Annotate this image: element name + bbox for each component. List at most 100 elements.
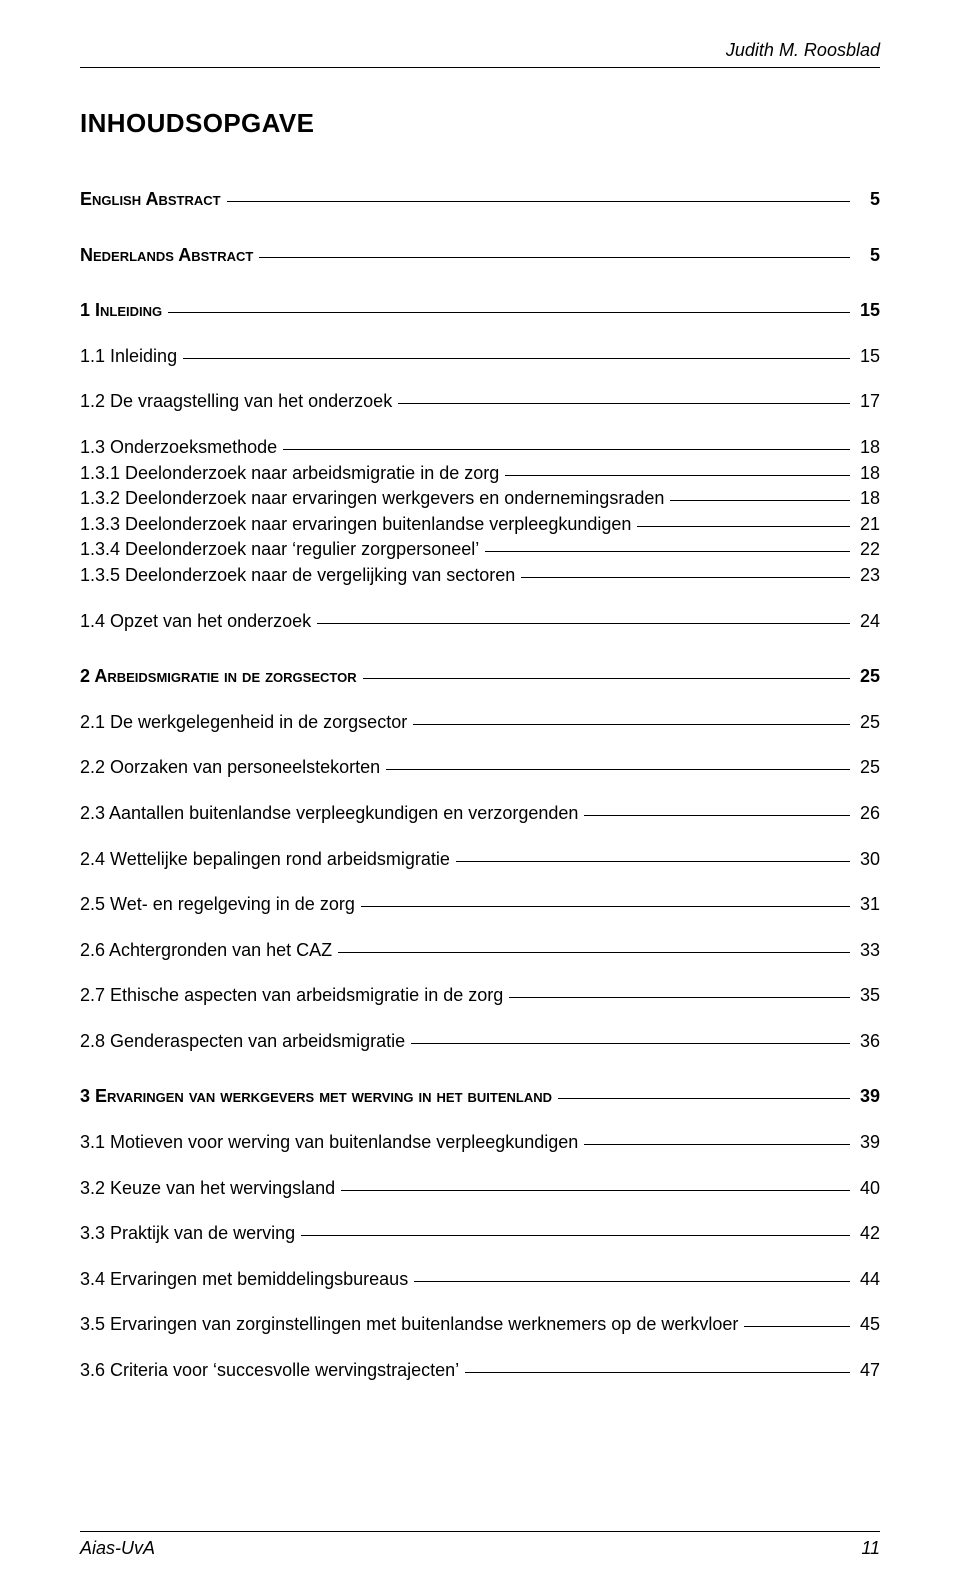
toc-label: 2.2 Oorzaken van personeelstekorten [80,757,380,779]
toc-leader [386,769,850,770]
toc-label: 1.3.1 Deelonderzoek naar arbeidsmigratie… [80,463,499,485]
toc-label: 2.1 De werkgelegenheid in de zorgsector [80,712,407,734]
toc-leader [183,358,850,359]
toc-row: 3.2 Keuze van het wervingsland40 [80,1178,880,1200]
toc-label: English Abstract [80,189,221,211]
toc-row: 1 Inleiding 15 [80,300,880,322]
toc-leader [744,1326,850,1327]
toc-leader [259,257,850,258]
toc-leader [505,475,850,476]
toc-row: 2.1 De werkgelegenheid in de zorgsector2… [80,712,880,734]
toc-label: 1.3.3 Deelonderzoek naar ervaringen buit… [80,514,631,536]
toc-label: 1.4 Opzet van het onderzoek [80,611,311,633]
toc-page-number: 36 [856,1031,880,1053]
toc-row: 1.3.4 Deelonderzoek naar ‘regulier zorgp… [80,539,880,561]
toc-page-number: 25 [856,666,880,688]
toc-row: 2 Arbeidsmigratie in de zorgsector 25 [80,666,880,688]
toc-leader [465,1372,850,1373]
toc-row: 1.1 Inleiding15 [80,346,880,368]
toc-row: 1.3.3 Deelonderzoek naar ervaringen buit… [80,514,880,536]
toc-page-number: 31 [856,894,880,916]
toc-row: 3.1 Motieven voor werving van buitenland… [80,1132,880,1154]
toc-leader [670,500,850,501]
toc-label: 2 Arbeidsmigratie in de zorgsector [80,666,357,688]
toc-label: 2.6 Achtergronden van het CAZ [80,940,332,962]
toc-leader [361,906,850,907]
toc-label: 2.7 Ethische aspecten van arbeidsmigrati… [80,985,503,1007]
toc-row: 2.7 Ethische aspecten van arbeidsmigrati… [80,985,880,1007]
toc-page-number: 26 [856,803,880,825]
toc-row: 1.3.5 Deelonderzoek naar de vergelijking… [80,565,880,587]
toc-label: 3.3 Praktijk van de werving [80,1223,295,1245]
footer-rule [80,1531,880,1532]
toc-page-number: 39 [856,1132,880,1154]
toc-page-number: 22 [856,539,880,561]
toc-row: 1.4 Opzet van het onderzoek 24 [80,611,880,633]
toc-leader [485,551,850,552]
toc-row: 2.3 Aantallen buitenlandse verpleegkundi… [80,803,880,825]
toc-label: Nederlands Abstract [80,245,253,267]
toc-page-number: 17 [856,391,880,413]
toc-page-number: 40 [856,1178,880,1200]
toc-leader [168,312,850,313]
toc-row: 2.2 Oorzaken van personeelstekorten 25 [80,757,880,779]
toc-leader [584,1144,850,1145]
toc-page-number: 23 [856,565,880,587]
toc-row: 1.3.1 Deelonderzoek naar arbeidsmigratie… [80,463,880,485]
toc-page-number: 18 [856,488,880,510]
toc-label: 2.3 Aantallen buitenlandse verpleegkundi… [80,803,578,825]
page-title: INHOUDSOPGAVE [80,108,880,139]
toc-label: 2.4 Wettelijke bepalingen rond arbeidsmi… [80,849,450,871]
toc-label: 2.8 Genderaspecten van arbeidsmigratie [80,1031,405,1053]
toc-label: 3.6 Criteria voor ‘succesvolle wervingst… [80,1360,459,1382]
toc-page-number: 39 [856,1086,880,1108]
toc-row: English Abstract 5 [80,189,880,211]
page-footer: Aias-UvA 11 [80,1531,880,1559]
toc-row: 2.8 Genderaspecten van arbeidsmigratie 36 [80,1031,880,1053]
toc-label: 2.5 Wet- en regelgeving in de zorg [80,894,355,916]
footer-page-number: 11 [861,1538,880,1559]
toc-page-number: 18 [856,437,880,459]
toc-leader [413,724,850,725]
toc-row: 2.5 Wet- en regelgeving in de zorg 31 [80,894,880,916]
toc-label: 1.3.4 Deelonderzoek naar ‘regulier zorgp… [80,539,479,561]
toc-row: 3.6 Criteria voor ‘succesvolle wervingst… [80,1360,880,1382]
toc-page-number: 44 [856,1269,880,1291]
toc-page-number: 24 [856,611,880,633]
toc-label: 1 Inleiding [80,300,162,322]
toc-page-number: 15 [856,300,880,322]
toc-label: 3 Ervaringen van werkgevers met werving … [80,1086,552,1108]
toc-label: 3.4 Ervaringen met bemiddelingsbureaus [80,1269,408,1291]
toc-leader [398,403,850,404]
toc-label: 1.3.5 Deelonderzoek naar de vergelijking… [80,565,515,587]
toc-label: 3.1 Motieven voor werving van buitenland… [80,1132,578,1154]
toc-leader [414,1281,850,1282]
toc-page-number: 18 [856,463,880,485]
toc-row: 1.3.2 Deelonderzoek naar ervaringen werk… [80,488,880,510]
top-rule [80,67,880,68]
toc-label: 1.3 Onderzoeksmethode [80,437,277,459]
toc-row: 3 Ervaringen van werkgevers met werving … [80,1086,880,1108]
toc-page-number: 33 [856,940,880,962]
toc-row: 3.3 Praktijk van de werving42 [80,1223,880,1245]
table-of-contents: English Abstract 5 Nederlands Abstract 5 1 I… [80,189,880,1382]
toc-row: 2.4 Wettelijke bepalingen rond arbeidsmi… [80,849,880,871]
toc-leader [456,861,850,862]
toc-page-number: 47 [856,1360,880,1382]
toc-page-number: 5 [856,245,880,267]
toc-leader [317,623,850,624]
running-head: Judith M. Roosblad [80,40,880,61]
toc-row: 2.6 Achtergronden van het CAZ 33 [80,940,880,962]
toc-leader [558,1098,850,1099]
toc-leader [338,952,850,953]
toc-leader [637,526,850,527]
toc-row: Nederlands Abstract 5 [80,245,880,267]
toc-page-number: 25 [856,757,880,779]
toc-row: 3.4 Ervaringen met bemiddelingsbureaus 44 [80,1269,880,1291]
toc-page-number: 21 [856,514,880,536]
toc-leader [411,1043,850,1044]
toc-row: 3.5 Ervaringen van zorginstellingen met … [80,1314,880,1336]
toc-page-number: 35 [856,985,880,1007]
toc-page-number: 5 [856,189,880,211]
toc-label: 3.5 Ervaringen van zorginstellingen met … [80,1314,738,1336]
